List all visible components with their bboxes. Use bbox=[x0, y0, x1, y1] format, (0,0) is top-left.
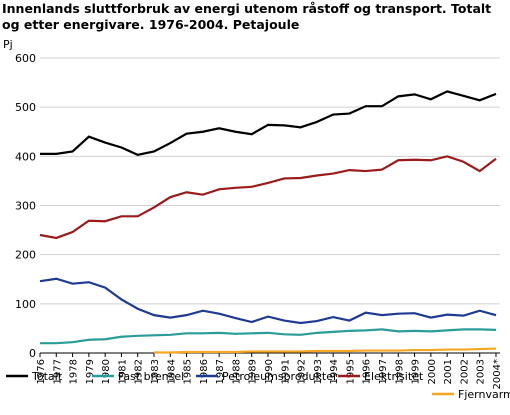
x-tick-label: 1977 bbox=[52, 359, 63, 384]
legend-label: Totalt bbox=[31, 370, 63, 383]
x-tick-label: 1991 bbox=[280, 359, 291, 384]
x-tick-label: 2004* bbox=[492, 359, 503, 389]
y-tick-label: 100 bbox=[15, 298, 36, 311]
x-tick-label: 1994 bbox=[329, 359, 340, 384]
x-tick-label: 1981 bbox=[117, 359, 128, 384]
line-series bbox=[39, 155, 497, 240]
x-tick-label: 1998 bbox=[394, 359, 405, 384]
line-series bbox=[154, 347, 497, 354]
x-tick-label: 1985 bbox=[183, 359, 194, 384]
y-tick-label: 500 bbox=[15, 101, 36, 114]
y-tick-label: 600 bbox=[15, 52, 36, 65]
line-series bbox=[40, 90, 497, 157]
x-tick-label: 1983 bbox=[150, 359, 161, 384]
x-tick-label: 2003 bbox=[476, 359, 487, 384]
legend-label: Fast brensel bbox=[118, 370, 184, 383]
x-tick-label: 1976 bbox=[36, 359, 47, 384]
x-tick-label: 2001 bbox=[443, 359, 454, 384]
x-tick-label: 1995 bbox=[345, 359, 356, 384]
x-tick-label: 1980 bbox=[101, 359, 112, 384]
line-series bbox=[40, 328, 497, 345]
x-tick-label: 1982 bbox=[134, 359, 145, 384]
x-tick-label: 1990 bbox=[264, 359, 275, 384]
x-tick-label: 1989 bbox=[248, 359, 259, 384]
chart-title: Innenlands sluttforbruk av energi utenom… bbox=[2, 1, 492, 32]
x-tick-label: 2000 bbox=[427, 359, 438, 384]
y-tick-label: 0 bbox=[29, 347, 36, 360]
x-tick-label: 1987 bbox=[215, 359, 226, 384]
x-tick-label: 1979 bbox=[85, 359, 96, 384]
x-tick-label: 1984 bbox=[166, 359, 177, 384]
legend-label: Elektrisitet bbox=[364, 370, 424, 383]
x-tick-label: 1996 bbox=[362, 359, 373, 384]
y-tick-label: 300 bbox=[15, 200, 36, 213]
x-tick-label: 2002 bbox=[459, 359, 470, 384]
legend-label: Petroleumsprodukter bbox=[222, 370, 338, 383]
y-tick-label: 200 bbox=[15, 249, 36, 262]
x-tick-label: 1986 bbox=[199, 359, 210, 384]
y-tick-label: 400 bbox=[15, 150, 36, 163]
legend-label: Fjernvarme bbox=[458, 388, 510, 401]
x-tick-label: 1978 bbox=[69, 359, 80, 384]
x-tick-label: 1999 bbox=[411, 359, 422, 384]
y-axis-label: Pj bbox=[3, 38, 13, 51]
line-series bbox=[39, 277, 497, 325]
x-tick-label: 1992 bbox=[297, 359, 308, 384]
x-tick-label: 1997 bbox=[378, 359, 389, 384]
x-tick-label: 1993 bbox=[313, 359, 324, 384]
x-tick-label: 1988 bbox=[231, 359, 242, 384]
